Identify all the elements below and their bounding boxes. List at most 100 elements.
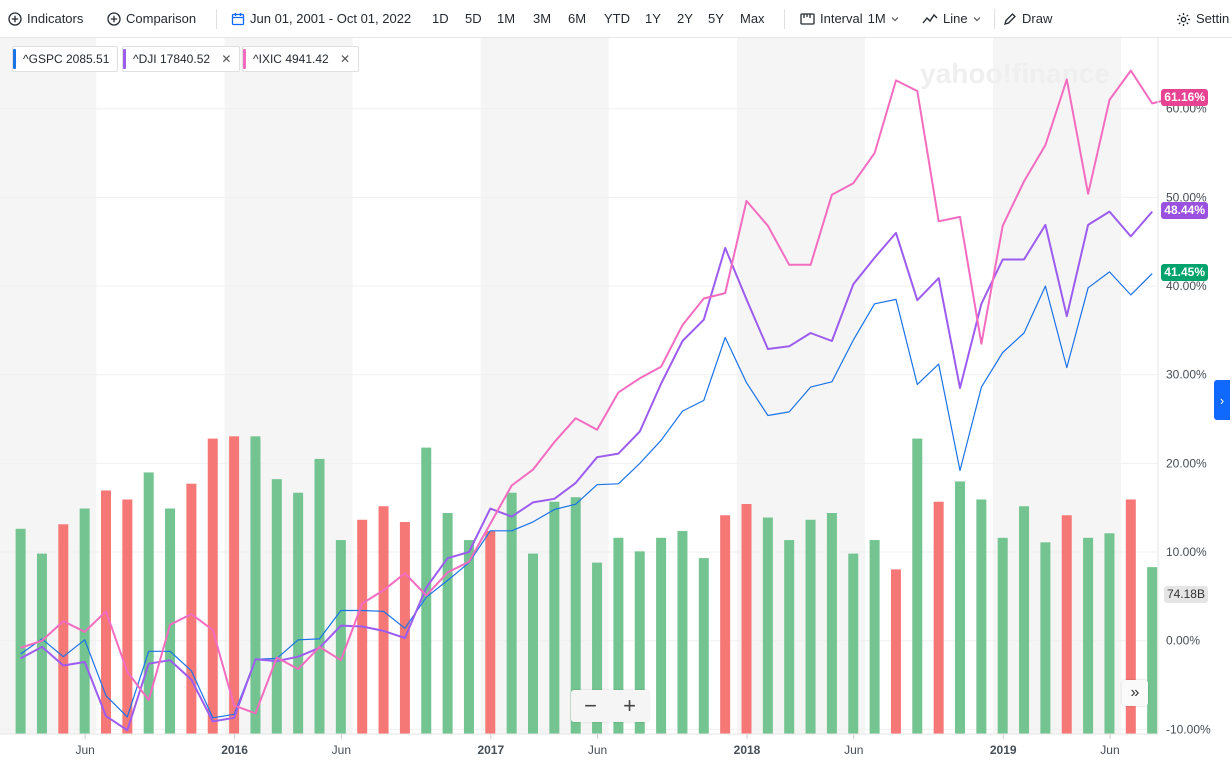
x-tick-label: 2017	[477, 743, 504, 757]
remove-ixic-icon[interactable]: ✕	[340, 52, 351, 66]
volume-bar	[207, 438, 218, 734]
range-1d-button[interactable]: 1D	[432, 11, 449, 26]
interval-dropdown[interactable]: Interval 1M	[800, 10, 899, 28]
range-1y-button[interactable]: 1Y	[645, 11, 661, 26]
indicators-label: Indicators	[27, 11, 84, 26]
comparison-chart[interactable]: yahoo!finance 60.00%50.00%40.00%30.00%20…	[0, 38, 1232, 781]
volume-bar	[1147, 567, 1158, 734]
ruler-icon	[800, 13, 815, 25]
y-tick-label: 50.00%	[1166, 190, 1207, 204]
chart-type-label: Line	[943, 11, 968, 26]
comparison-button[interactable]: Comparison	[107, 10, 196, 28]
legend-ixic[interactable]: ^IXIC 4941.42 ✕	[242, 46, 360, 72]
volume-bar	[506, 492, 517, 734]
yahoo-finance-watermark: yahoo!finance	[920, 58, 1110, 89]
series-color-swatch	[123, 49, 126, 69]
volume-bar	[848, 553, 859, 734]
volume-bar	[784, 540, 795, 734]
series-line-ixic	[20, 69, 1174, 715]
volume-bar	[293, 492, 304, 734]
x-axis-ticks: Jun 2016 Jun 2017 Jun 2018 Jun 2019 Jun	[75, 734, 1120, 757]
gear-icon	[1177, 12, 1190, 26]
zoom-in-button[interactable]: +	[623, 693, 636, 718]
range-6m-button[interactable]: 6M	[568, 11, 587, 26]
chevron-right-icon[interactable]: ›	[1214, 380, 1230, 420]
volume-bar	[250, 436, 261, 734]
range-2y-button[interactable]: 2Y	[677, 11, 693, 26]
series-color-swatch	[13, 49, 16, 69]
volume-bar	[186, 483, 197, 734]
comparison-label: Comparison	[126, 11, 197, 26]
volume-bar	[549, 501, 560, 734]
volume-bar	[805, 519, 816, 734]
gspc-last-value-tag: 41.45%	[1161, 264, 1208, 282]
x-tick-label: Jun	[844, 743, 863, 757]
zoom-out-button[interactable]: −	[584, 693, 597, 718]
volume-bar	[1061, 515, 1072, 734]
series-line-gspc	[20, 271, 1153, 719]
volume-bar	[1104, 533, 1115, 734]
legend-gspc[interactable]: ^GSPC 2085.51	[12, 46, 119, 72]
volume-bar	[613, 537, 624, 734]
dji-last-value-tag: 48.44%	[1161, 202, 1208, 220]
ixic-last-value-tag: 61.16%	[1161, 89, 1208, 107]
date-range-button[interactable]: Jun 01, 2001 - Oct 01, 2022	[231, 10, 411, 28]
plus-circle-icon	[8, 12, 22, 26]
chart-area[interactable]: yahoo!finance 60.00% 50.00% 40.00% 30.00% 20…	[0, 38, 1232, 781]
legend-value: 4941.42	[285, 52, 329, 66]
volume-last-value-tag: 74.18B	[1163, 586, 1208, 603]
y-tick-label: -10.00%	[1166, 722, 1211, 736]
y-tick-label: 0.00%	[1166, 634, 1200, 648]
y-tick-label: 20.00%	[1166, 456, 1207, 470]
expand-chevrons-icon[interactable]: »	[1122, 680, 1148, 706]
volume-bar	[58, 524, 69, 734]
volume-bar	[421, 447, 432, 734]
settings-button[interactable]: Settin	[1176, 10, 1229, 28]
range-1m-button[interactable]: 1M	[497, 11, 516, 26]
volume-bar	[271, 479, 282, 734]
volume-bar	[36, 553, 47, 734]
x-tick-label: Jun	[588, 743, 607, 757]
date-range-label: Jun 01, 2001 - Oct 01, 2022	[250, 11, 412, 26]
draw-label: Draw	[1022, 11, 1053, 26]
half-year-band	[736, 38, 865, 734]
volume-bar	[741, 503, 752, 734]
series-line-dji	[20, 210, 1153, 732]
range-3m-button[interactable]: 3M	[533, 11, 552, 26]
volume-bar	[485, 531, 496, 734]
x-tick-label: Jun	[75, 743, 94, 757]
volume-bar	[720, 515, 731, 734]
volume-bar	[335, 540, 346, 734]
legend-symbol: ^GSPC	[23, 52, 63, 66]
interval-value: 1M	[867, 11, 886, 26]
range-max-button[interactable]: Max	[740, 11, 765, 26]
remove-dji-icon[interactable]: ✕	[221, 52, 232, 66]
volume-bar	[143, 472, 154, 734]
x-tick-label: 2016	[221, 743, 248, 757]
volume-bar	[698, 558, 709, 734]
volume-bar	[955, 481, 965, 734]
range-ytd-button[interactable]: YTD	[604, 11, 630, 26]
legend-dji[interactable]: ^DJI 17840.52 ✕	[122, 46, 241, 72]
half-year-band	[224, 38, 353, 734]
x-tick-label: 2019	[990, 743, 1017, 757]
volume-bar	[890, 569, 901, 734]
legend-symbol: ^IXIC	[253, 52, 282, 66]
toolbar-divider	[784, 9, 785, 29]
chevron-down-icon	[973, 17, 981, 22]
volume-bar	[634, 551, 645, 734]
draw-button[interactable]: Draw	[1003, 10, 1052, 28]
chart-type-dropdown[interactable]: Line	[922, 10, 981, 28]
legend-value: 2085.51	[65, 52, 110, 66]
chevron-down-icon	[891, 17, 899, 22]
x-tick-label: 2018	[734, 743, 761, 757]
volume-bar	[378, 506, 389, 734]
range-5y-button[interactable]: 5Y	[708, 11, 724, 26]
range-5d-button[interactable]: 5D	[465, 11, 482, 26]
y-tick-label: 30.00%	[1166, 368, 1207, 382]
volume-bar	[1125, 499, 1136, 734]
zoom-controls: − +	[571, 690, 649, 722]
indicators-button[interactable]: Indicators	[8, 10, 83, 28]
volume-bar	[976, 499, 987, 734]
legend-symbol: ^DJI	[133, 52, 157, 66]
